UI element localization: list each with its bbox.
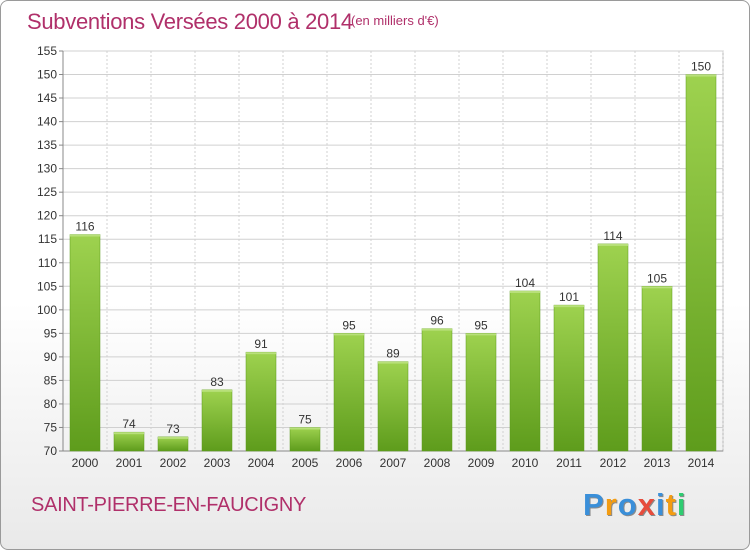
data-label: 83 bbox=[210, 375, 224, 389]
y-tick-label: 70 bbox=[44, 444, 58, 458]
bars bbox=[69, 74, 717, 452]
bar-2003 bbox=[201, 389, 233, 452]
proxiti-logo: Proxiti bbox=[583, 487, 687, 523]
bar-2012 bbox=[597, 243, 629, 452]
x-tick-label: 2013 bbox=[644, 456, 671, 470]
bar-highlight bbox=[246, 352, 276, 355]
y-tick-label: 80 bbox=[44, 397, 58, 411]
data-label: 104 bbox=[515, 276, 535, 290]
y-tick-label: 110 bbox=[38, 256, 57, 270]
data-label: 96 bbox=[430, 314, 444, 328]
logo-letter: i bbox=[655, 487, 666, 522]
x-tick-label: 2007 bbox=[380, 456, 407, 470]
y-tick-label: 95 bbox=[44, 326, 58, 340]
data-label: 105 bbox=[647, 271, 667, 285]
chart-subtitle: (en milliers d'€) bbox=[351, 13, 439, 28]
bar-2006 bbox=[333, 333, 365, 452]
data-label: 74 bbox=[122, 417, 136, 431]
y-tick-label: 90 bbox=[44, 350, 58, 364]
y-tick-label: 120 bbox=[37, 209, 57, 223]
x-tick-label: 2008 bbox=[424, 456, 451, 470]
x-tick-label: 2012 bbox=[600, 456, 627, 470]
data-label: 95 bbox=[474, 318, 488, 332]
bar-2013 bbox=[641, 286, 673, 452]
bar-2011 bbox=[553, 304, 585, 452]
y-tick-label: 150 bbox=[37, 68, 57, 82]
x-tick-label: 2002 bbox=[160, 456, 187, 470]
bar-highlight bbox=[290, 427, 320, 430]
y-tick-label: 85 bbox=[44, 373, 58, 387]
bar-2004 bbox=[245, 351, 277, 452]
value-labels: 116 74 73 83 91 75 95 89 96 95 104 101 114 105 150 bbox=[75, 60, 711, 436]
logo-letter: x bbox=[637, 487, 656, 522]
x-tick-label: 2004 bbox=[248, 456, 275, 470]
bar-highlight bbox=[70, 234, 100, 237]
bar-2009 bbox=[465, 333, 497, 452]
data-label: 75 bbox=[298, 412, 312, 426]
y-tick-label: 145 bbox=[37, 91, 57, 105]
y-tick-label: 130 bbox=[37, 162, 57, 176]
bar-2010 bbox=[509, 290, 541, 452]
bar-highlight bbox=[642, 286, 672, 289]
logo-letter: r bbox=[604, 487, 618, 522]
data-label: 114 bbox=[603, 229, 622, 243]
bar-highlight bbox=[158, 436, 188, 439]
data-label: 95 bbox=[342, 318, 356, 332]
x-tick-label: 2014 bbox=[688, 456, 715, 470]
x-tick-label: 2005 bbox=[292, 456, 319, 470]
data-label: 101 bbox=[559, 290, 579, 304]
data-label: 89 bbox=[386, 347, 400, 361]
logo-letter: t bbox=[665, 487, 677, 522]
y-tick-label: 75 bbox=[44, 420, 58, 434]
bar-highlight bbox=[378, 361, 408, 364]
bar-highlight bbox=[114, 432, 144, 435]
y-tick-label: 105 bbox=[37, 279, 57, 293]
bar-2005 bbox=[289, 427, 321, 452]
x-tick-label: 2000 bbox=[72, 456, 99, 470]
bar-highlight bbox=[686, 74, 716, 77]
x-tick-label: 2011 bbox=[556, 456, 582, 470]
y-tick-label: 155 bbox=[37, 44, 57, 58]
x-tick-label: 2006 bbox=[336, 456, 363, 470]
x-tick-label: 2001 bbox=[116, 456, 143, 470]
bar-2008 bbox=[421, 328, 453, 452]
y-tick-label: 135 bbox=[37, 138, 57, 152]
y-tick-label: 125 bbox=[37, 185, 57, 199]
bar-2000 bbox=[69, 234, 101, 452]
y-tick-label: 100 bbox=[37, 303, 57, 317]
y-tick-label: 140 bbox=[37, 115, 57, 129]
bar-highlight bbox=[554, 305, 584, 308]
bar-2002 bbox=[157, 436, 189, 452]
bar-2014 bbox=[685, 74, 717, 452]
logo-letter: P bbox=[583, 487, 605, 522]
data-label: 73 bbox=[166, 422, 180, 436]
logo-letter: i bbox=[676, 487, 687, 522]
chart-title: Subventions Versées 2000 à 2014 bbox=[27, 9, 353, 34]
logo-letter: o bbox=[617, 487, 638, 522]
y-tick-label: 115 bbox=[38, 232, 57, 246]
data-label: 91 bbox=[254, 337, 268, 351]
x-tick-label: 2003 bbox=[204, 456, 231, 470]
bar-highlight bbox=[334, 333, 364, 336]
x-tick-label: 2010 bbox=[512, 456, 539, 470]
bar-highlight bbox=[598, 243, 628, 246]
bar-highlight bbox=[422, 328, 452, 331]
bar-highlight bbox=[466, 333, 496, 336]
bar-highlight bbox=[202, 389, 232, 392]
data-label: 150 bbox=[691, 60, 711, 74]
commune-name: SAINT-PIERRE-EN-FAUCIGNY bbox=[31, 494, 307, 516]
x-tick-label: 2009 bbox=[468, 456, 495, 470]
bar-highlight bbox=[510, 291, 540, 293]
bar-2007 bbox=[377, 361, 409, 452]
data-label: 116 bbox=[75, 220, 94, 234]
bar-2001 bbox=[113, 431, 145, 452]
